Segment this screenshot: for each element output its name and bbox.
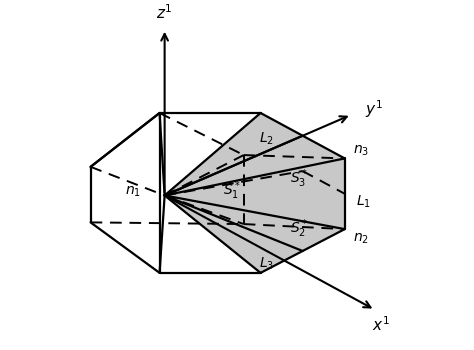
Text: $S_2^*$: $S_2^*$ — [290, 218, 309, 240]
Text: $y^1$: $y^1$ — [365, 98, 383, 120]
Text: $n_1$: $n_1$ — [125, 185, 141, 199]
Text: $L_1$: $L_1$ — [356, 194, 372, 210]
Text: $S_1^*$: $S_1^*$ — [223, 179, 241, 202]
Text: $x^1$: $x^1$ — [372, 315, 390, 334]
Text: $z^1$: $z^1$ — [156, 4, 173, 22]
Text: $n_2$: $n_2$ — [353, 232, 369, 246]
Text: $L_3$: $L_3$ — [259, 256, 274, 272]
Polygon shape — [164, 113, 345, 273]
Text: $L_2$: $L_2$ — [259, 130, 274, 147]
Text: $n_3$: $n_3$ — [353, 144, 369, 159]
Text: $S_3^*$: $S_3^*$ — [290, 167, 309, 190]
